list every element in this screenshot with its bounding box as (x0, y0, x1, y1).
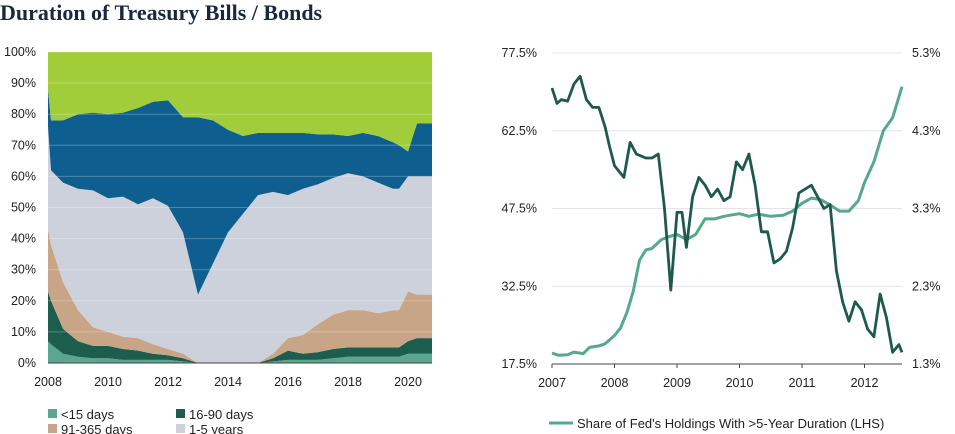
y-left-tick-label: 32.5% (502, 279, 537, 293)
y-tick-label: 70% (11, 138, 36, 152)
y-right-tick-label: 1.3% (912, 357, 941, 371)
x-tick-label: 2008 (34, 375, 62, 389)
right-line-chart: 17.5% 32.5% 47.5% 62.5% 77.5% 1.3% 2.3% 3.3% 4.3… (502, 46, 941, 431)
x-tick-label: 2010 (94, 375, 122, 389)
legend-swatch (48, 424, 57, 433)
left-stacked-area-chart: 0% 10% 20% 30% 40% 50% 60% 70% 80% 90% 100% 2008 201… (4, 45, 432, 434)
legend-label: 1-5 years (189, 422, 244, 434)
legend-swatch (176, 409, 185, 418)
x-tick-label: 2012 (154, 375, 182, 389)
y-tick-label: 80% (11, 107, 36, 121)
x-tick-label: 2016 (274, 375, 302, 389)
y-left-tick-label: 62.5% (502, 124, 537, 138)
y-tick-label: 90% (11, 76, 36, 90)
area-series-2 (48, 229, 432, 363)
y-right-tick-label: 5.3% (912, 46, 941, 60)
legend-label: 16-90 days (189, 407, 254, 422)
y-tick-label: 20% (11, 294, 36, 308)
line-series-fed-holdings (551, 86, 904, 357)
y-right-tick-label: 2.3% (912, 279, 941, 293)
y-left-tick-label: 17.5% (502, 357, 537, 371)
legend-swatch (176, 424, 185, 433)
area-series-5 (48, 52, 432, 152)
chart-title: Duration of Treasury Bills / Bonds (0, 0, 323, 25)
x-tick-label: 2010 (726, 376, 754, 390)
y-right-tick-label: 4.3% (912, 124, 941, 138)
y-tick-label: 60% (11, 169, 36, 183)
y-tick-label: 30% (11, 263, 36, 277)
line-series-rhs (550, 74, 904, 354)
legend-label: 91-365 days (61, 422, 133, 434)
legend-label: <15 days (61, 407, 115, 422)
y-tick-label: 0% (18, 356, 36, 370)
area-series-3 (48, 126, 432, 363)
y-tick-label: 40% (11, 232, 36, 246)
y-right-tick-label: 3.3% (912, 202, 941, 216)
y-tick-label: 10% (11, 325, 36, 339)
area-series-4 (48, 89, 432, 295)
x-tick-label: 2008 (601, 376, 629, 390)
legend-label: Share of Fed's Holdings With >5-Year Dur… (577, 416, 884, 431)
x-tick-label: 2012 (851, 376, 879, 390)
x-tick-label: 2007 (538, 376, 566, 390)
y-tick-label: 50% (11, 201, 36, 215)
x-tick-label: 2011 (789, 376, 816, 390)
y-tick-label: 100% (4, 45, 36, 59)
legend-swatch (48, 409, 57, 418)
area-series-1 (48, 291, 432, 363)
x-tick-label: 2009 (663, 376, 691, 390)
x-tick-label: 2020 (394, 375, 422, 389)
area-series-0 (48, 341, 432, 363)
x-tick-label: 2014 (214, 375, 242, 389)
y-left-tick-label: 47.5% (502, 202, 537, 216)
y-left-tick-label: 77.5% (502, 46, 537, 60)
x-tick-label: 2018 (334, 375, 362, 389)
